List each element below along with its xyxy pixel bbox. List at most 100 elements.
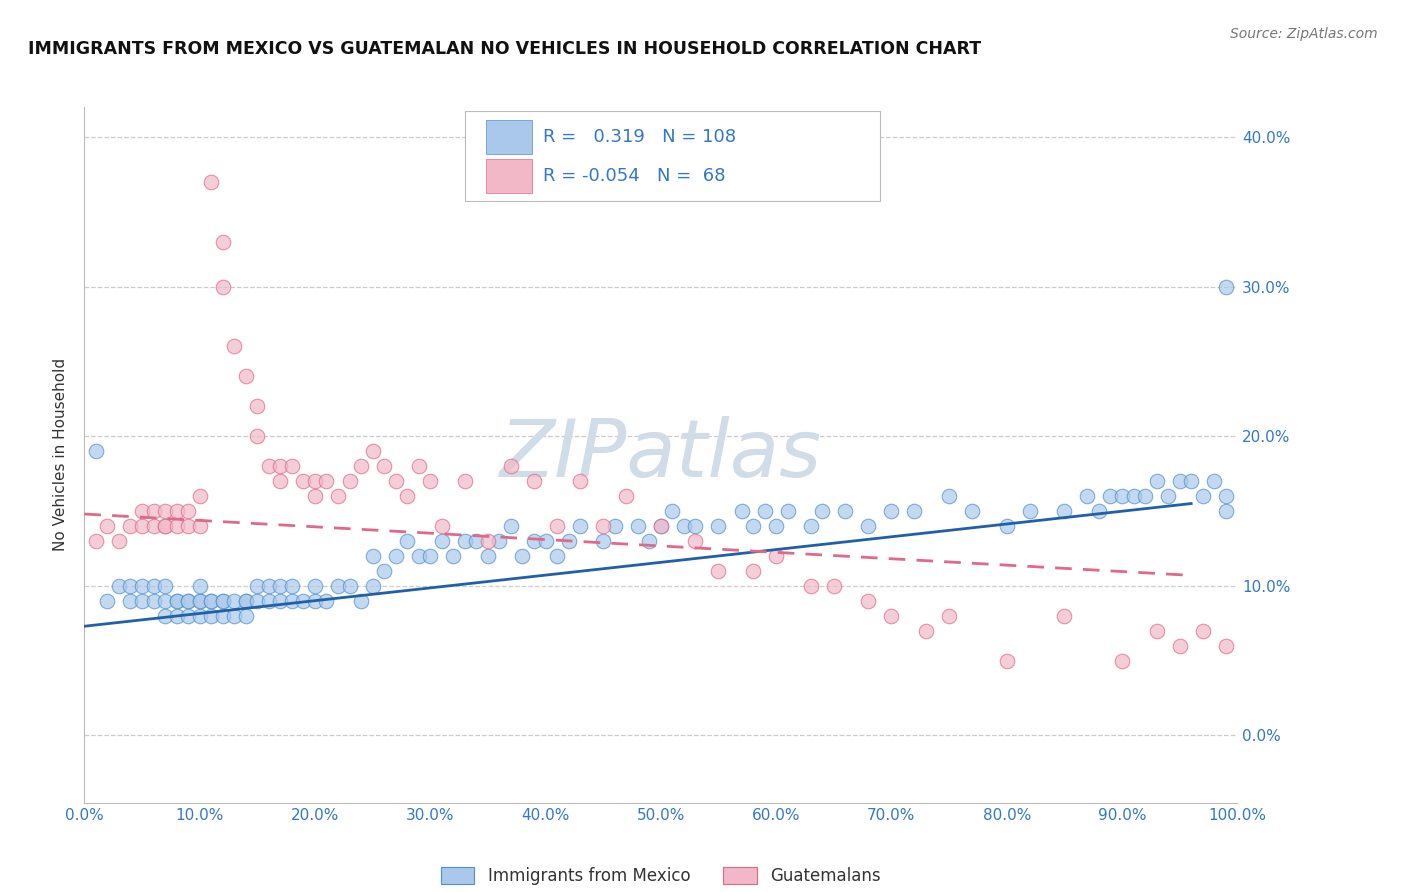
Point: [858, 594, 880, 608]
Point: [523, 474, 546, 488]
Point: [188, 489, 211, 503]
Point: [120, 579, 142, 593]
Point: [142, 594, 165, 608]
Point: [1018, 504, 1040, 518]
Point: [188, 594, 211, 608]
Point: [188, 608, 211, 623]
Point: [142, 579, 165, 593]
Point: [96, 519, 118, 533]
Point: [938, 489, 960, 503]
Point: [707, 564, 730, 578]
Point: [281, 579, 304, 593]
Point: [1053, 608, 1076, 623]
Point: [326, 579, 349, 593]
Point: [396, 489, 419, 503]
Point: [304, 579, 326, 593]
Point: [903, 504, 925, 518]
Point: [188, 579, 211, 593]
Point: [211, 594, 233, 608]
Point: [661, 504, 683, 518]
Point: [1215, 279, 1237, 293]
Point: [1157, 489, 1180, 503]
Point: [153, 519, 176, 533]
Point: [465, 533, 488, 548]
Point: [224, 608, 246, 623]
Point: [188, 594, 211, 608]
Point: [339, 474, 361, 488]
Point: [800, 579, 823, 593]
Point: [304, 474, 326, 488]
Point: [281, 594, 304, 608]
Point: [350, 594, 373, 608]
Point: [257, 459, 280, 474]
Point: [915, 624, 938, 638]
Point: [108, 533, 131, 548]
Point: [1133, 489, 1156, 503]
Point: [373, 459, 395, 474]
Point: [153, 504, 176, 518]
Point: [224, 339, 246, 353]
Point: [776, 504, 799, 518]
Point: [512, 549, 534, 563]
Point: [995, 519, 1018, 533]
Point: [384, 549, 406, 563]
Point: [960, 504, 983, 518]
Point: [361, 444, 384, 458]
Point: [569, 474, 592, 488]
Point: [350, 459, 373, 474]
Point: [269, 474, 291, 488]
Point: [499, 459, 522, 474]
Point: [235, 608, 257, 623]
Point: [339, 579, 361, 593]
Point: [211, 608, 233, 623]
Point: [96, 594, 118, 608]
Point: [166, 594, 188, 608]
Text: R =   0.319   N = 108: R = 0.319 N = 108: [543, 128, 737, 146]
Point: [281, 459, 304, 474]
Point: [269, 579, 291, 593]
Point: [592, 533, 614, 548]
Point: [304, 594, 326, 608]
Point: [108, 579, 131, 593]
FancyBboxPatch shape: [465, 111, 880, 201]
Point: [166, 519, 188, 533]
Point: [1076, 489, 1098, 503]
Point: [1191, 489, 1213, 503]
Point: [1168, 474, 1191, 488]
Point: [315, 594, 337, 608]
Point: [292, 594, 315, 608]
Point: [880, 504, 903, 518]
Point: [1215, 504, 1237, 518]
Point: [326, 489, 349, 503]
Point: [742, 564, 765, 578]
Point: [292, 474, 315, 488]
Point: [224, 594, 246, 608]
Point: [614, 489, 637, 503]
Point: [1168, 639, 1191, 653]
Text: IMMIGRANTS FROM MEXICO VS GUATEMALAN NO VEHICLES IN HOUSEHOLD CORRELATION CHART: IMMIGRANTS FROM MEXICO VS GUATEMALAN NO …: [28, 40, 981, 58]
Point: [257, 594, 280, 608]
Point: [200, 175, 222, 189]
Point: [384, 474, 406, 488]
Point: [246, 594, 269, 608]
Point: [373, 564, 395, 578]
Point: [627, 519, 650, 533]
Point: [153, 519, 176, 533]
Point: [685, 533, 707, 548]
Point: [153, 579, 176, 593]
Point: [823, 579, 845, 593]
Point: [166, 608, 188, 623]
Point: [304, 489, 326, 503]
Point: [188, 519, 211, 533]
Point: [1088, 504, 1111, 518]
Point: [1099, 489, 1122, 503]
Point: [131, 504, 153, 518]
Point: [177, 594, 200, 608]
Point: [131, 519, 153, 533]
Point: [834, 504, 856, 518]
Point: [441, 549, 464, 563]
Text: R = -0.054   N =  68: R = -0.054 N = 68: [543, 167, 725, 185]
Point: [592, 519, 614, 533]
Point: [603, 519, 626, 533]
Point: [938, 608, 960, 623]
